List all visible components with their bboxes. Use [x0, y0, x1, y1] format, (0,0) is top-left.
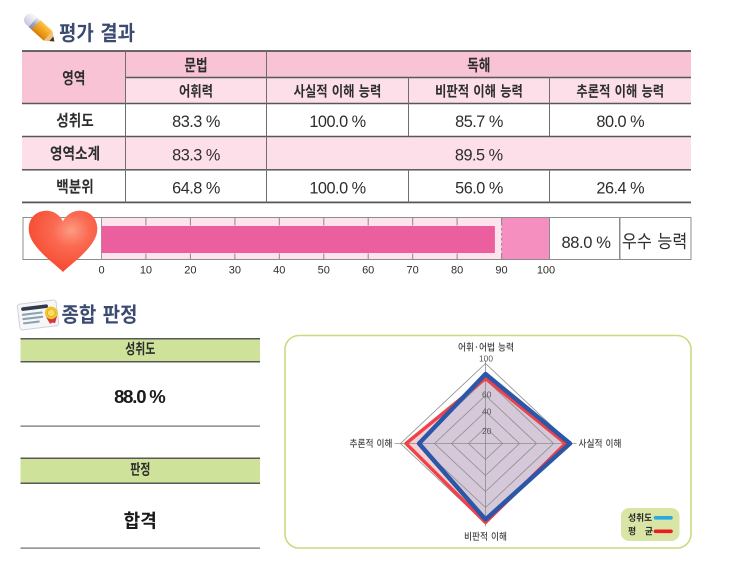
svg-text:70: 70: [407, 265, 419, 277]
svg-text:40: 40: [273, 265, 285, 277]
svg-text:80: 80: [451, 265, 463, 277]
svg-text:100: 100: [537, 265, 555, 277]
svg-text:20: 20: [482, 426, 492, 436]
svg-text:100.0 %: 100.0 %: [309, 179, 365, 197]
svg-text:10: 10: [140, 265, 152, 277]
svg-text:60: 60: [482, 390, 492, 400]
svg-text:56.0 %: 56.0 %: [455, 179, 503, 197]
svg-text:30: 30: [229, 265, 241, 277]
svg-text:20: 20: [184, 265, 196, 277]
svg-text:50: 50: [318, 265, 330, 277]
svg-text:100: 100: [479, 353, 493, 363]
svg-text:100.0 %: 100.0 %: [309, 113, 365, 131]
svg-text:88.0 %: 88.0 %: [114, 386, 165, 407]
svg-text:89.5 %: 89.5 %: [455, 146, 503, 164]
svg-text:40: 40: [482, 407, 492, 417]
svg-text:83.3 %: 83.3 %: [172, 146, 220, 164]
svg-text:85.7 %: 85.7 %: [455, 113, 503, 131]
svg-text:90: 90: [495, 265, 507, 277]
svg-text:64.8 %: 64.8 %: [172, 179, 220, 197]
svg-text:26.4 %: 26.4 %: [596, 179, 644, 197]
svg-text:83.3 %: 83.3 %: [172, 113, 220, 131]
svg-text:60: 60: [362, 265, 374, 277]
svg-text:80.0 %: 80.0 %: [596, 113, 644, 131]
svg-text:0: 0: [98, 265, 104, 277]
svg-text:88.0 %: 88.0 %: [562, 234, 612, 252]
